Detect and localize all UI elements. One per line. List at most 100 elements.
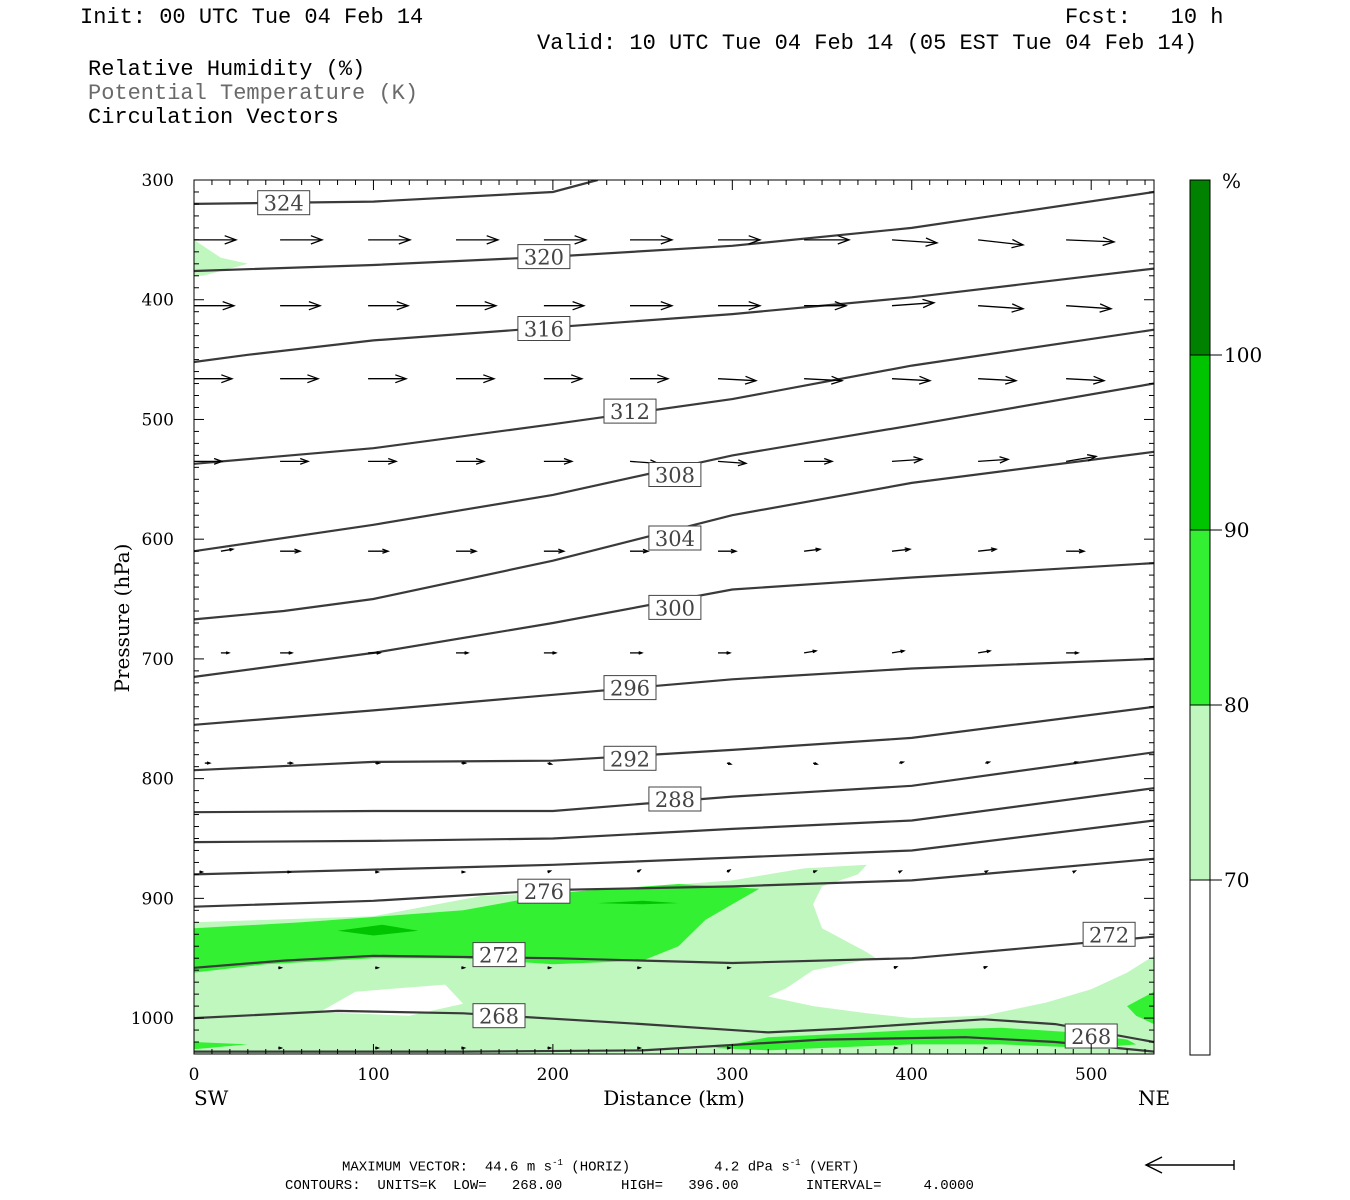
- vector-4-5: [630, 548, 650, 554]
- vector-head: [486, 235, 500, 245]
- vector-head: [813, 870, 818, 874]
- vector-0-2: [368, 235, 412, 245]
- vector-head: [726, 966, 732, 970]
- vector-7-1: [287, 870, 293, 874]
- vector-6-2: [375, 761, 382, 765]
- vector-head: [893, 966, 899, 970]
- x-tick-label: 0: [189, 1065, 200, 1085]
- vector-head: [299, 457, 311, 465]
- vector-shaft: [717, 378, 757, 382]
- vector-0-5: [630, 235, 674, 245]
- vector-head: [893, 1046, 899, 1050]
- vector-head: [726, 651, 732, 655]
- max-vector-label: MAXIMUM VECTOR:: [342, 1159, 469, 1176]
- vector-head: [563, 457, 574, 465]
- isentrope-284-10: [194, 787, 1154, 844]
- vector-head: [983, 1046, 989, 1050]
- vector-head: [726, 1046, 732, 1050]
- label-text: 292: [610, 747, 650, 771]
- isentrope-label-308-4: 308: [648, 462, 702, 488]
- vector-8-5: [726, 966, 732, 970]
- vector-head: [464, 651, 470, 655]
- vector-head: [637, 966, 643, 970]
- vector-head: [1072, 870, 1078, 874]
- label-box: [603, 745, 657, 771]
- vector-8-2: [461, 966, 467, 970]
- vector-0-4: [543, 235, 588, 245]
- vector-6-8: [899, 761, 906, 765]
- vector-head: [547, 1046, 553, 1050]
- max-vert-tag: (VERT): [808, 1159, 860, 1176]
- vector-shaft: [978, 305, 1024, 310]
- vector-head: [999, 456, 1010, 464]
- y-axis-label: Pressure (hPa): [110, 544, 134, 693]
- rh-region-80-4: [714, 1027, 1137, 1051]
- isentrope-320-1: [194, 190, 1154, 273]
- vector-head: [1011, 238, 1025, 249]
- vector-0-3: [456, 235, 500, 245]
- y-tick-label: 300: [142, 171, 174, 191]
- vector-head: [834, 300, 849, 311]
- vector-head: [1093, 375, 1106, 385]
- vector-1-5: [630, 300, 674, 311]
- isentrope-label-316-2: 316: [517, 316, 571, 342]
- colorbar-segment-1: [1189, 354, 1211, 531]
- vector-head: [823, 457, 835, 465]
- vector-1-1: [280, 300, 322, 311]
- vector-6-4: [547, 761, 554, 766]
- max-horiz-units: m s: [526, 1159, 553, 1176]
- vector-head: [904, 547, 912, 553]
- vector-1-0: [194, 300, 236, 311]
- vector-shaft: [1066, 305, 1112, 310]
- vector-head: [642, 548, 650, 554]
- plot-frame: [193, 179, 1155, 1055]
- vector-head: [986, 761, 992, 765]
- vector-head: [461, 870, 467, 874]
- vector-shaft: [891, 650, 905, 654]
- vector-2-5: [630, 374, 670, 384]
- vector-head: [470, 548, 478, 554]
- isentrope-312-3: [194, 328, 1154, 465]
- colorbar: 100 90 80 70: [1189, 179, 1262, 1056]
- isentrope-label-320-1: 320: [517, 244, 571, 270]
- vector-9-1: [375, 1046, 381, 1050]
- vector-7-9: [984, 870, 989, 874]
- vector-9-3: [547, 1046, 553, 1050]
- label-text: 324: [264, 192, 304, 216]
- vector-shaft: [891, 548, 911, 552]
- vector-1-6: [718, 300, 762, 311]
- label-box: [517, 244, 571, 270]
- vector-shaft: [717, 460, 747, 465]
- vector-head: [307, 374, 320, 384]
- vector-1-2: [368, 300, 411, 311]
- label-box: [517, 878, 571, 904]
- vector-8-4: [637, 966, 643, 970]
- vector-head: [462, 761, 468, 765]
- isentrope-label-288-9: 288: [648, 786, 702, 812]
- vector-head: [375, 1046, 381, 1050]
- vector-head: [990, 547, 998, 553]
- vector-head: [213, 457, 224, 465]
- vector-3-8: [891, 456, 924, 464]
- label-text: 320: [524, 246, 564, 270]
- vector-shaft: [891, 302, 935, 307]
- init-time: Init: 00 UTC Tue 04 Feb 14: [80, 5, 424, 30]
- vector-0-0: [194, 235, 238, 245]
- label-box: [1082, 921, 1136, 947]
- vector-5-5: [630, 651, 644, 655]
- rh-region-90-7: [337, 924, 419, 936]
- valid-time: Valid: 10 UTC Tue 04 Feb 14 (05 EST Tue …: [537, 31, 1198, 56]
- label-text: 308: [655, 464, 695, 488]
- vector-head: [1099, 303, 1113, 313]
- vector-9-0: [278, 1046, 284, 1050]
- colorbar-label: 100: [1224, 343, 1262, 367]
- vector-head: [396, 300, 411, 311]
- vector-head: [387, 457, 399, 465]
- isentrope-268-15: [194, 1009, 1154, 1044]
- vector-head: [900, 649, 906, 654]
- label-box: [603, 398, 657, 424]
- vector-head: [475, 457, 486, 465]
- vector-3-0: [194, 457, 224, 465]
- field-rh-label: Relative Humidity (%): [88, 57, 366, 82]
